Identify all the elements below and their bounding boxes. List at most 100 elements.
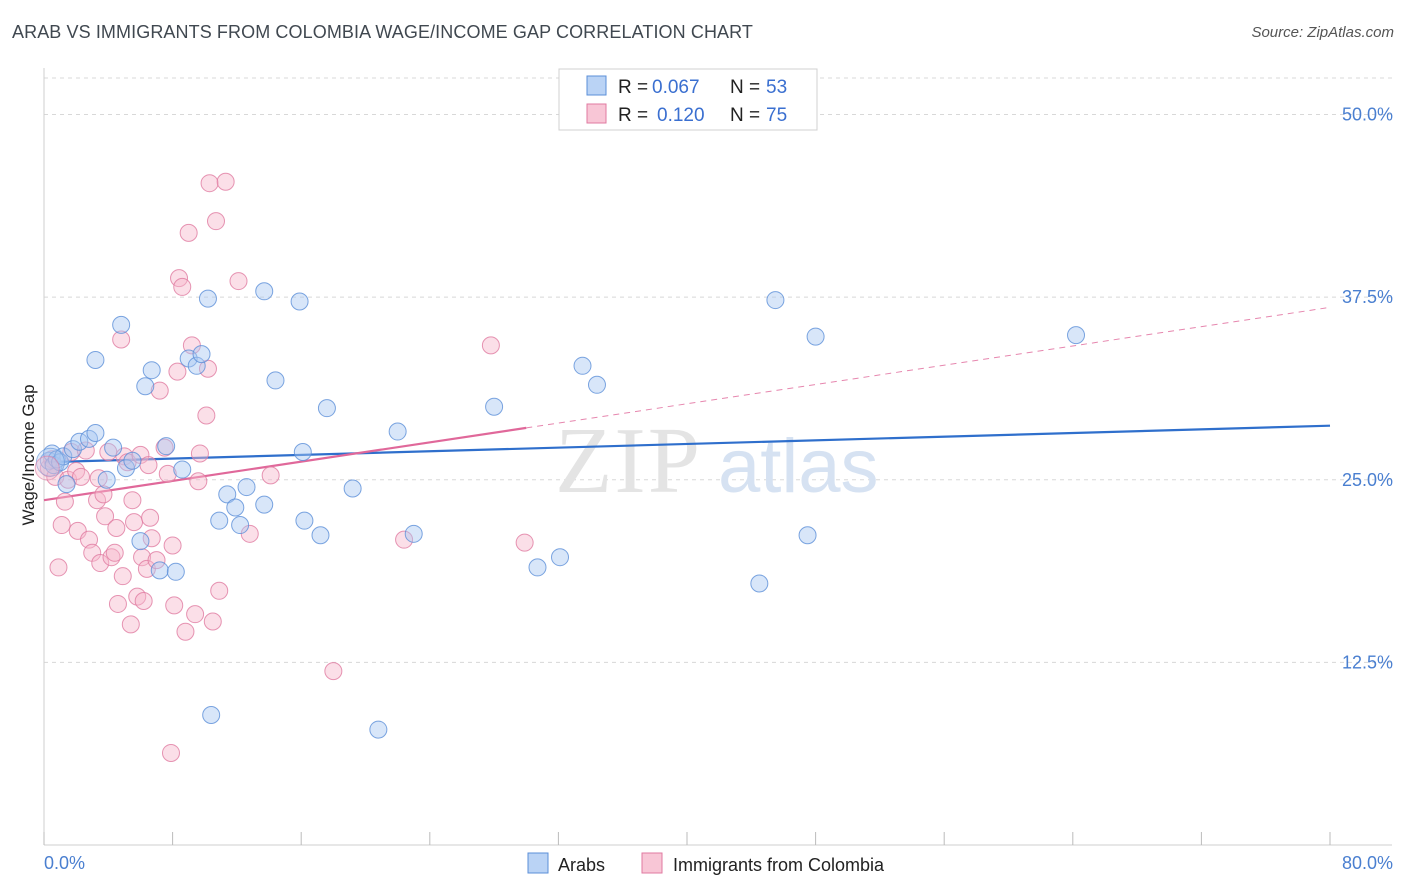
- colombia-point: [105, 543, 124, 562]
- arabs-point: [528, 558, 547, 577]
- colombia-point: [125, 513, 144, 532]
- colombia-point: [94, 485, 113, 504]
- arabs-point: [237, 478, 256, 497]
- arabs-point: [210, 511, 229, 530]
- colombia-point: [173, 277, 192, 296]
- colombia-point: [190, 444, 209, 463]
- arabs-point: [226, 498, 245, 517]
- colombia-point: [186, 605, 205, 624]
- arabs-point: [187, 356, 206, 375]
- arabs-point: [218, 485, 237, 504]
- arabs-point: [573, 356, 592, 375]
- legend-r-value-arabs: 0.067: [652, 77, 700, 98]
- bottom-legend-swatch-colombia: [641, 852, 663, 874]
- arabs-point: [766, 291, 785, 310]
- y-axis-title: Wage/Income Gap: [19, 384, 38, 525]
- colombia-point: [150, 381, 169, 400]
- arabs-point: [231, 516, 250, 535]
- colombia-point: [123, 491, 142, 510]
- legend-n-label-arabs: N =: [730, 77, 760, 98]
- colombia-point: [165, 596, 184, 615]
- arabs-trend-line: [43, 424, 1331, 464]
- legend: R = 0.067 N = 53 R = 0.120 N = 75: [558, 68, 818, 131]
- x-tick-label: 0.0%: [44, 853, 85, 873]
- colombia-point: [133, 548, 152, 567]
- arabs-point: [798, 526, 817, 545]
- arabs-point: [202, 705, 221, 724]
- colombia-point: [49, 558, 68, 577]
- colombia-point: [481, 336, 500, 355]
- arabs-point: [255, 282, 274, 301]
- arabs-point: [806, 327, 825, 346]
- arabs-point: [290, 292, 309, 311]
- legend-n-label-colombia: N =: [730, 105, 760, 126]
- colombia-point: [96, 507, 115, 526]
- legend-r-label-colombia: R =: [618, 105, 648, 126]
- arabs-point: [116, 459, 135, 478]
- arabs-point: [150, 561, 169, 580]
- colombia-point: [207, 212, 226, 231]
- legend-swatch-colombia: [586, 103, 607, 124]
- colombia-point: [107, 518, 126, 537]
- colombia-point: [71, 467, 90, 486]
- colombia-point: [168, 362, 187, 381]
- colombia-point: [216, 172, 235, 191]
- colombia-point: [67, 461, 86, 480]
- colombia-point: [142, 529, 161, 548]
- arabs-point: [198, 289, 217, 308]
- colombia-point: [200, 174, 219, 193]
- colombia-point: [176, 622, 195, 641]
- arabs-point: [142, 361, 161, 380]
- arabs-point: [551, 548, 570, 567]
- colombia-point: [76, 441, 95, 460]
- arabs-point: [388, 422, 407, 441]
- colombia-point: [324, 662, 343, 681]
- y-axis-label: Wage/Income Gap: [19, 384, 38, 525]
- data-points: [34, 172, 1086, 762]
- watermark: ZIP atlas: [555, 409, 879, 513]
- arabs-point: [293, 443, 312, 462]
- axes: 12.5% 25.0% 37.5% 50.0% 0.0% 80.0%: [43, 68, 1393, 873]
- arabs-point: [750, 574, 769, 593]
- colombia-point: [91, 554, 110, 573]
- arabs-point: [86, 424, 105, 443]
- colombia-point: [197, 406, 216, 425]
- colombia-point: [52, 516, 71, 535]
- trend-lines: [43, 306, 1331, 502]
- colombia-trend-line-solid: [43, 426, 527, 502]
- x-tick-label: 80.0%: [1342, 853, 1393, 873]
- source-credit: Source: ZipAtlas.com: [1251, 24, 1394, 41]
- colombia-point: [189, 472, 208, 491]
- arabs-point: [97, 470, 116, 489]
- arabs-point: [1067, 326, 1086, 345]
- colombia-point: [141, 508, 160, 527]
- colombia-point: [395, 530, 414, 549]
- legend-n-value-arabs: 53: [766, 77, 787, 98]
- colombia-point: [515, 533, 534, 552]
- colombia-point: [229, 272, 248, 291]
- arabs-point: [173, 460, 192, 479]
- colombia-point: [139, 456, 158, 475]
- arabs-point: [311, 526, 330, 545]
- colombia-point: [121, 615, 140, 634]
- grid-lines: [44, 77, 1392, 663]
- arabs-point: [86, 350, 105, 369]
- colombia-point: [161, 743, 180, 762]
- arabs-point: [157, 437, 176, 456]
- arabs-point: [104, 438, 123, 457]
- arabs-point: [136, 377, 155, 396]
- watermark-atlas: atlas: [718, 424, 879, 509]
- colombia-point: [158, 464, 177, 483]
- arabs-point: [404, 524, 423, 543]
- colombia-point: [113, 567, 132, 586]
- legend-r-label-arabs: R =: [618, 77, 648, 98]
- arabs-point: [369, 720, 388, 739]
- colombia-point: [108, 594, 127, 613]
- arabs-point: [255, 495, 274, 514]
- y-tick-label: 25.0%: [1342, 470, 1393, 490]
- arabs-point: [63, 440, 82, 459]
- watermark-zip: ZIP: [555, 409, 702, 513]
- arabs-point: [343, 479, 362, 498]
- arabs-point: [166, 562, 185, 581]
- arabs-point: [51, 453, 70, 472]
